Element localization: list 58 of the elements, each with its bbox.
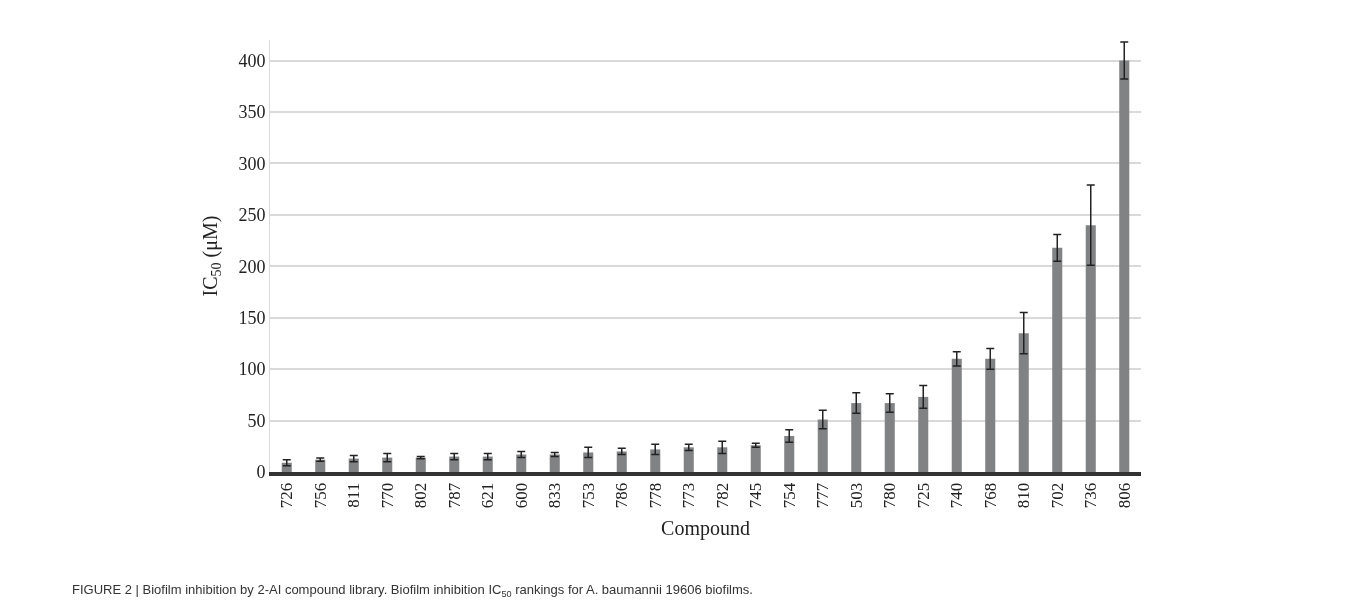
x-tick-label: 702 <box>1047 482 1067 509</box>
x-tick-label: 503 <box>846 482 866 509</box>
bar <box>784 436 795 472</box>
bar <box>1119 60 1130 472</box>
x-tick-label: 786 <box>612 482 632 509</box>
bar <box>616 451 627 472</box>
bar <box>549 454 560 472</box>
bar <box>851 403 862 472</box>
y-tick-label: 150 <box>238 308 266 329</box>
x-tick-label: 802 <box>411 482 431 509</box>
x-tick-label: 740 <box>947 482 967 509</box>
bar <box>683 447 694 472</box>
bar <box>817 419 828 472</box>
y-tick-label: 100 <box>238 359 266 380</box>
x-tick-label: 600 <box>511 482 531 509</box>
bar <box>918 396 929 472</box>
x-tick-label: 778 <box>645 482 665 509</box>
bar <box>516 454 527 472</box>
x-tick-label: 811 <box>344 482 364 508</box>
bar <box>750 445 761 472</box>
y-tick-label: 300 <box>238 153 266 174</box>
x-tick-label: 806 <box>1114 482 1134 509</box>
x-tick-label: 770 <box>377 482 397 509</box>
bar <box>884 403 895 472</box>
x-tick-label: 736 <box>1081 482 1101 509</box>
y-tick-label: 250 <box>238 205 266 226</box>
x-tick-label: 753 <box>578 482 598 509</box>
bar <box>985 358 996 472</box>
bar <box>650 449 661 472</box>
bar <box>415 457 426 472</box>
bar <box>1052 247 1063 472</box>
caption: FIGURE 2 | Biofilm inhibition by 2-AI compound library. Biofilm inhibition IC$_{50}$ rankings for A. baumannii 19606 biofilms. <box>72 582 753 599</box>
bar <box>717 447 728 472</box>
bar <box>951 358 962 472</box>
y-tick-label: 0 <box>256 462 266 483</box>
x-tick-label: 768 <box>980 482 1000 509</box>
x-tick-label: 777 <box>813 482 833 509</box>
x-tick-label: 754 <box>779 482 799 509</box>
x-tick-label: 726 <box>277 482 297 509</box>
bar <box>1018 333 1029 472</box>
bar <box>1085 225 1096 472</box>
y-tick-label: 200 <box>238 256 266 277</box>
x-tick-label: 773 <box>679 482 699 509</box>
x-tick-label: 833 <box>545 482 565 509</box>
bar <box>449 456 460 472</box>
x-axis-title: Compound <box>661 517 750 541</box>
x-tick-label: 810 <box>1014 482 1034 509</box>
bar <box>583 452 594 472</box>
y-tick-label: 50 <box>247 410 266 431</box>
x-tick-label: 745 <box>746 482 766 509</box>
x-tick-label: 787 <box>444 482 464 509</box>
x-tick-label: 756 <box>310 482 330 509</box>
y-tick-label: 350 <box>238 102 266 123</box>
x-tick-label: 621 <box>478 482 498 509</box>
x-tick-label: 782 <box>712 482 732 509</box>
x-tick-label: 780 <box>880 482 900 509</box>
y-tick-label: 400 <box>238 50 266 71</box>
x-tick-label: 725 <box>913 482 933 509</box>
